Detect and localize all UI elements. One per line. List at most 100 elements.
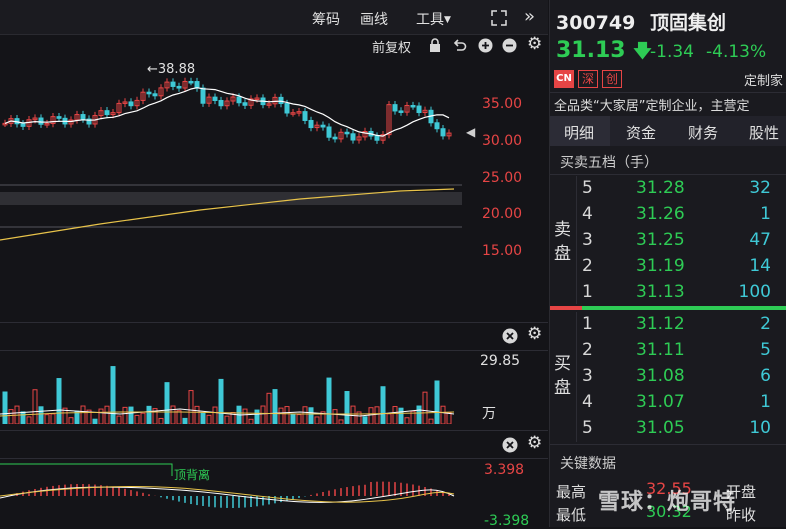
collapse-panel-icon[interactable]: » — [524, 6, 536, 27]
volume-bar — [8, 409, 14, 424]
ask-price: 31.13 — [636, 282, 685, 302]
candle-body — [374, 135, 380, 141]
ask-level: 5 — [582, 178, 593, 198]
candle-body — [98, 110, 104, 117]
volume-bar — [146, 405, 152, 424]
tab-funds[interactable]: 资金 — [626, 124, 657, 142]
candle-body — [398, 110, 404, 113]
macd-chart[interactable] — [0, 460, 466, 527]
tools-menu-button[interactable]: 工具▼ — [416, 9, 451, 29]
volume-bar — [368, 407, 374, 424]
close-panel-icon[interactable] — [502, 328, 518, 344]
candle-body — [110, 112, 116, 116]
tab-finance[interactable]: 财务 — [688, 124, 719, 142]
bid-row-4[interactable]: 4 31.07 1 — [550, 390, 786, 416]
lock-icon[interactable] — [428, 38, 442, 53]
adjust-mode-button[interactable]: 前复权 — [372, 41, 412, 56]
candle-body — [338, 131, 344, 140]
volume-bar — [380, 386, 386, 424]
zoom-in-icon[interactable] — [478, 38, 493, 53]
candle-body — [38, 117, 44, 125]
candle-body — [56, 116, 62, 119]
volume-bar — [56, 378, 62, 424]
volume-bar — [200, 412, 206, 424]
bid-level: 2 — [582, 340, 593, 360]
tab-character[interactable]: 股性 — [749, 124, 780, 142]
volume-bar — [272, 389, 278, 424]
ask-row-3[interactable]: 3 31.25 47 — [550, 228, 786, 254]
chart-area[interactable]: 筹码 画线 工具▼ » 前复权 ⚙ ←38.88 ◀ 35.00 30.00 2… — [0, 0, 548, 529]
industry-tag[interactable]: 定制家 — [744, 74, 784, 89]
candle-body — [326, 126, 332, 138]
panel-divider — [0, 458, 548, 459]
candle-body — [128, 101, 134, 107]
volume-bar — [320, 411, 326, 424]
ask-row-1[interactable]: 1 31.13 100 — [550, 280, 786, 306]
candle-body — [314, 124, 320, 129]
volume-axis-unit: 万 — [482, 406, 496, 422]
volume-settings-icon[interactable]: ⚙ — [527, 324, 543, 344]
chart-subbar: 前复权 ⚙ — [0, 34, 548, 58]
bid-level: 4 — [582, 392, 593, 412]
ask-row-4[interactable]: 4 31.26 1 — [550, 202, 786, 228]
tab-active-bg — [550, 116, 610, 146]
volume-bar — [62, 407, 68, 424]
tab-detail[interactable]: 明细 — [564, 124, 595, 142]
candle-body — [80, 114, 86, 120]
volume-bar — [284, 406, 290, 424]
undo-icon[interactable] — [452, 38, 467, 53]
zoom-out-icon[interactable] — [502, 38, 517, 53]
panel-divider — [0, 322, 548, 323]
cn-badge: CN — [554, 70, 574, 88]
volume-bar — [80, 405, 86, 424]
candle-body — [86, 118, 92, 125]
volume-chart[interactable] — [0, 352, 466, 424]
candle-body — [446, 132, 452, 137]
bid-volume: 1 — [760, 392, 771, 412]
candle-body — [116, 102, 122, 114]
ask-row-5[interactable]: 5 31.28 32 — [550, 176, 786, 202]
volume-bar — [446, 412, 452, 424]
low-label: 最低 — [556, 506, 587, 524]
candle-body — [188, 80, 194, 84]
bid-row-5[interactable]: 5 31.05 10 — [550, 416, 786, 442]
macd-settings-icon[interactable]: ⚙ — [527, 433, 543, 453]
sell-side-label: 卖 盘 — [554, 218, 571, 266]
key-data-title: 关键数据 — [560, 456, 616, 472]
candle-body — [320, 124, 326, 128]
close-macd-icon[interactable] — [502, 437, 518, 453]
draw-line-button[interactable]: 画线 — [360, 12, 388, 28]
bid-price: 31.07 — [636, 392, 685, 412]
watermark: 雪球：炮哥特 — [598, 490, 737, 515]
volume-bar — [32, 389, 38, 424]
bid-ask-ratio-bar — [550, 306, 786, 310]
volume-bar — [182, 417, 188, 424]
candle-body — [176, 85, 182, 89]
bid-row-3[interactable]: 3 31.08 6 — [550, 364, 786, 390]
macd-axis-max: 3.398 — [484, 462, 525, 478]
volume-bar — [422, 391, 428, 424]
bid-row-1[interactable]: 1 31.12 2 — [550, 312, 786, 338]
bid-price: 31.11 — [636, 340, 685, 360]
price-axis-35: 35.00 — [482, 96, 523, 112]
fullscreen-icon[interactable] — [490, 9, 508, 27]
volume-bar — [386, 413, 392, 424]
ask-volume: 1 — [760, 204, 771, 224]
candlestick-chart[interactable] — [0, 58, 466, 318]
candle-body — [230, 96, 236, 102]
settings-gear-icon[interactable]: ⚙ — [527, 34, 543, 54]
candle-body — [362, 130, 368, 138]
candle-body — [146, 91, 152, 95]
bid-row-2[interactable]: 2 31.11 5 — [550, 338, 786, 364]
ask-row-2[interactable]: 2 31.19 14 — [550, 254, 786, 280]
candle-body — [344, 131, 350, 135]
chip-distribution-button[interactable]: 筹码 — [312, 12, 340, 28]
ask-price: 31.25 — [636, 230, 685, 250]
ma-short-line — [4, 87, 450, 137]
volume-bar — [134, 414, 140, 424]
volume-axis-max: 29.85 — [480, 353, 521, 369]
volume-bar — [242, 408, 248, 424]
volume-bar — [266, 392, 272, 424]
volume-bar — [20, 411, 26, 424]
candle-body — [32, 117, 38, 121]
